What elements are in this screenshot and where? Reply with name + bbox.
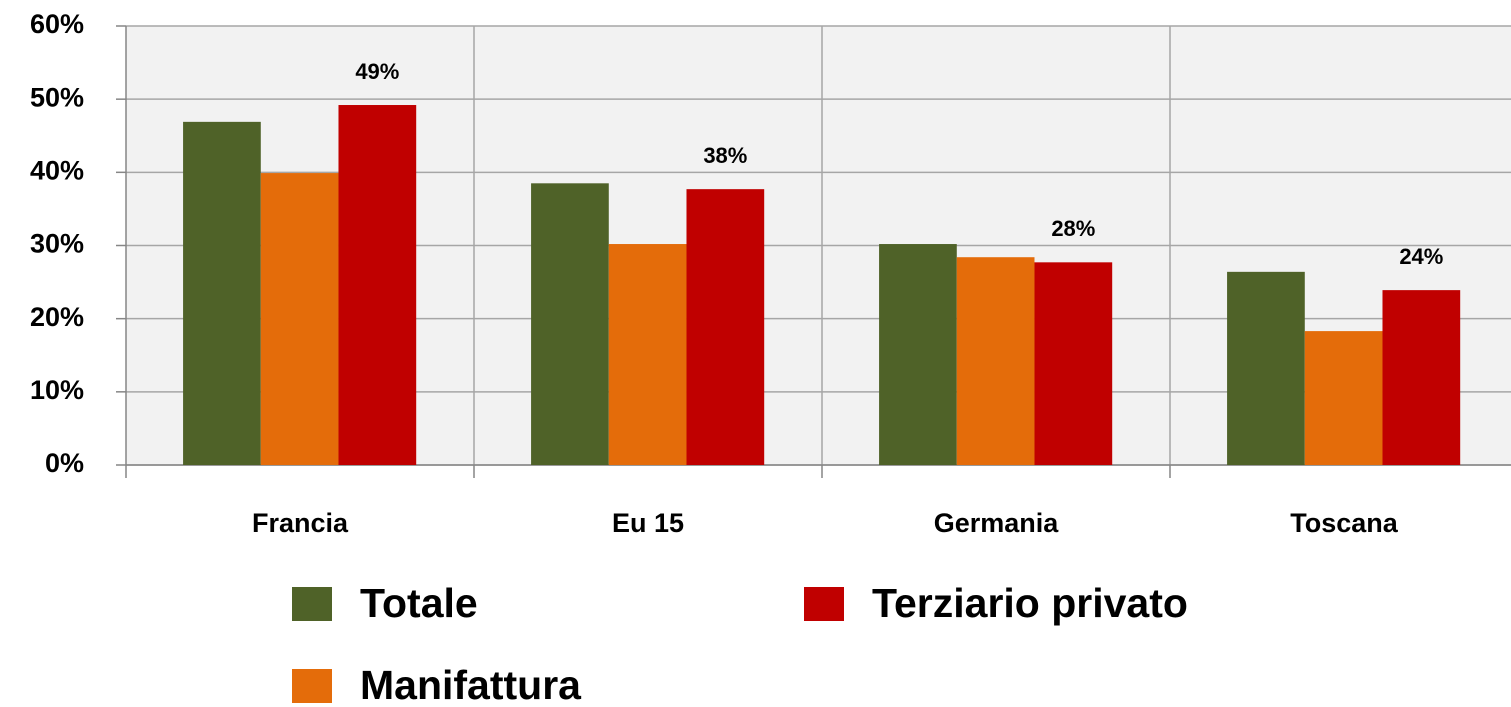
value-label: 28% bbox=[1051, 216, 1095, 241]
bar bbox=[1034, 262, 1113, 465]
value-label: 24% bbox=[1399, 244, 1443, 269]
bar bbox=[956, 257, 1035, 465]
bar bbox=[1304, 331, 1383, 465]
bar bbox=[260, 173, 339, 465]
y-tick-label: 40% bbox=[30, 155, 84, 185]
bar bbox=[183, 121, 261, 466]
y-tick-label: 60% bbox=[30, 9, 84, 39]
y-tick-label: 30% bbox=[30, 229, 84, 259]
y-tick-label: 0% bbox=[45, 448, 84, 478]
bar bbox=[531, 183, 609, 465]
legend-label: Totale bbox=[360, 580, 478, 626]
bar bbox=[1227, 271, 1305, 465]
y-tick-label: 10% bbox=[30, 375, 84, 405]
bar bbox=[686, 189, 765, 465]
bar bbox=[879, 244, 957, 465]
x-tick-label: Francia bbox=[252, 508, 349, 538]
value-label: 49% bbox=[355, 59, 399, 84]
legend-label: Manifattura bbox=[360, 662, 582, 707]
legend-label: Terziario privato bbox=[872, 580, 1188, 626]
y-tick-label: 50% bbox=[30, 82, 84, 112]
x-tick-label: Eu 15 bbox=[612, 508, 684, 538]
bar bbox=[1382, 290, 1461, 465]
bar bbox=[608, 244, 687, 465]
y-tick-label: 20% bbox=[30, 302, 84, 332]
bar bbox=[338, 105, 417, 466]
legend-swatch bbox=[804, 587, 844, 621]
x-tick-label: Toscana bbox=[1290, 508, 1399, 538]
legend-swatch bbox=[292, 669, 332, 703]
legend-swatch bbox=[292, 587, 332, 621]
x-tick-label: Germania bbox=[934, 508, 1060, 538]
value-label: 38% bbox=[703, 143, 747, 168]
